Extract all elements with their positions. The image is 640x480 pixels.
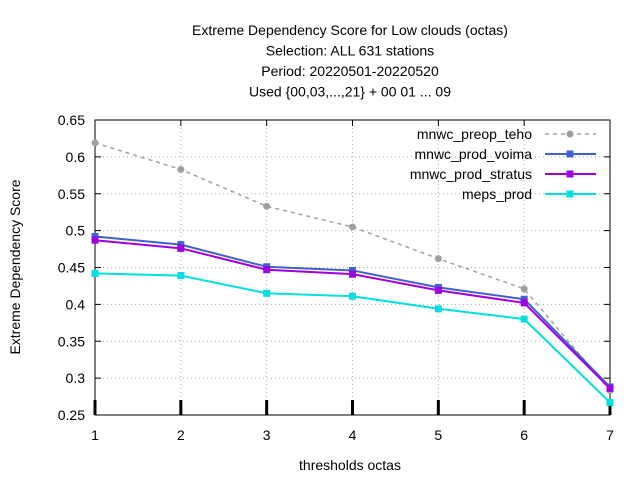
data-point — [177, 244, 185, 252]
y-tick-label: 0.25 — [58, 407, 85, 423]
legend-marker — [566, 170, 574, 178]
y-tick-label: 0.5 — [66, 223, 86, 239]
data-point — [349, 292, 356, 300]
y-axis-label: Extreme Dependency Score — [7, 179, 23, 354]
legend-marker — [566, 190, 574, 198]
data-point — [177, 241, 185, 249]
data-point — [520, 315, 528, 323]
x-tick-label: 6 — [520, 427, 528, 443]
x-axis-label: thresholds octas — [299, 457, 401, 473]
x-axis-markers — [93, 400, 612, 415]
y-tick-label: 0.4 — [66, 296, 86, 312]
title-line: Selection: ALL 631 stations — [266, 43, 434, 59]
y-tick-label: 0.65 — [58, 112, 85, 128]
x-tick-label: 5 — [434, 427, 442, 443]
data-point — [606, 384, 614, 392]
title-line: Extreme Dependency Score for Low clouds … — [192, 22, 508, 38]
data-point — [91, 236, 99, 244]
legend-label: mnwc_preop_teho — [417, 126, 532, 142]
title-line: Used {00,03,...,21} + 00 01 ... 09 — [249, 84, 451, 100]
series-mnwc_preop_teho — [91, 139, 614, 395]
data-point — [349, 270, 356, 278]
y-tick-label: 0.35 — [58, 333, 85, 349]
data-point — [520, 299, 528, 307]
data-point — [520, 285, 528, 293]
data-point — [263, 289, 271, 297]
data-point — [263, 266, 271, 274]
series-meps_prod — [91, 269, 614, 406]
title-line: Period: 20220501-20220520 — [261, 63, 439, 79]
y-ticks: 0.25 0.3 0.35 0.4 0.45 0.5 0.55 0.6 0.65 — [58, 112, 610, 423]
data-point — [434, 305, 442, 313]
legend-marker — [566, 150, 574, 158]
data-point — [349, 223, 356, 231]
y-tick-label: 0.45 — [58, 260, 85, 276]
chart-title: Extreme Dependency Score for Low clouds … — [192, 22, 508, 100]
data-point — [177, 272, 185, 280]
x-tick-label: 1 — [91, 427, 99, 443]
data-point — [263, 202, 271, 210]
legend: mnwc_preop_teho mnwc_prod_voima mnwc_prod_… — [410, 126, 596, 202]
data-point — [434, 255, 442, 263]
y-tick-label: 0.6 — [66, 149, 86, 165]
series-mnwc_prod_stratus — [91, 236, 614, 392]
x-tick-label: 3 — [263, 427, 271, 443]
data-point — [349, 266, 356, 274]
series — [91, 139, 614, 406]
x-tick-label: 7 — [606, 427, 614, 443]
data-point — [520, 295, 528, 303]
data-point — [91, 233, 99, 241]
legend-label: mnwc_prod_stratus — [410, 166, 532, 182]
x-tick-label: 2 — [177, 427, 185, 443]
data-point — [91, 269, 99, 277]
legend-label: mnwc_prod_voima — [415, 146, 533, 162]
series-line — [94, 239, 611, 390]
y-tick-label: 0.3 — [66, 370, 86, 386]
data-point — [434, 286, 442, 294]
data-point — [177, 165, 185, 173]
data-point — [606, 398, 614, 406]
legend-marker — [566, 130, 574, 138]
y-tick-label: 0.55 — [58, 186, 85, 202]
legend-label: meps_prod — [462, 186, 532, 202]
x-tick-label: 4 — [349, 427, 357, 443]
data-point — [91, 139, 99, 147]
